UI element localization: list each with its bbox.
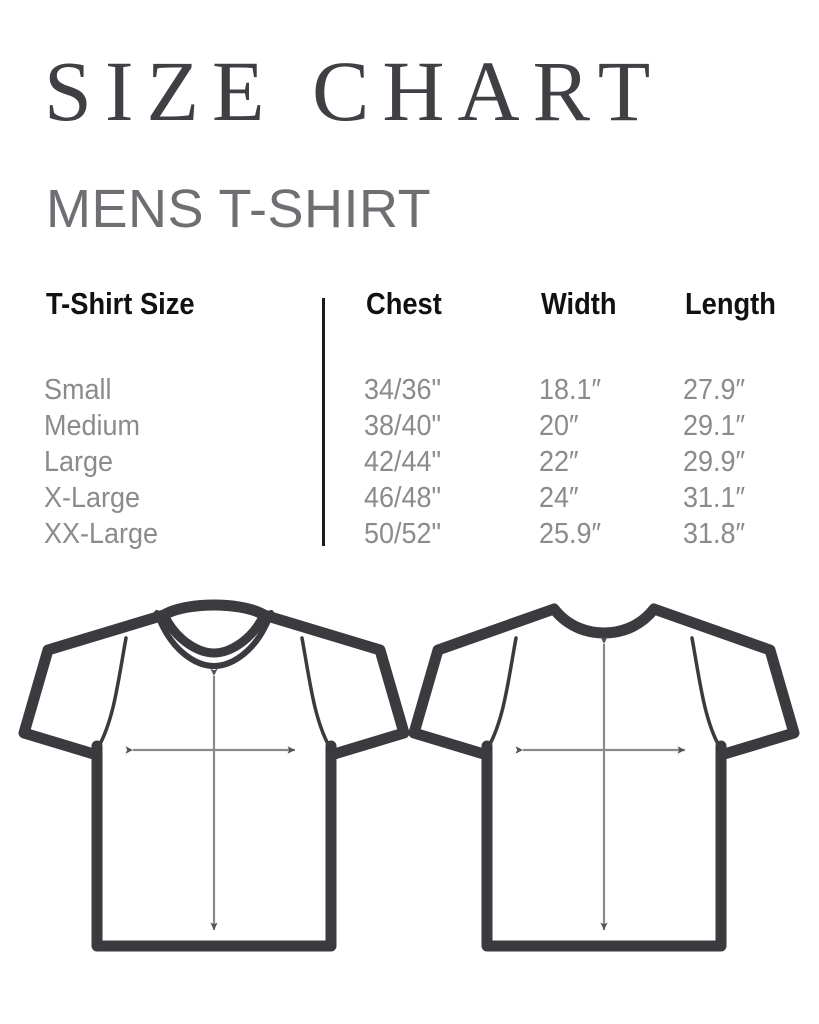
- armhole-seam-left: [487, 636, 518, 748]
- page-title: SIZE CHART: [44, 43, 664, 139]
- tshirt-back-icon: [408, 603, 800, 952]
- cell-width: 25.9″: [539, 518, 602, 550]
- cell-size: Medium: [44, 410, 140, 442]
- cell-chest: 46/48": [364, 482, 442, 514]
- table-row: Medium 38/40" 20″ 29.1″: [0, 408, 819, 444]
- table-row: X-Large 46/48" 24″ 31.1″: [0, 480, 819, 516]
- armhole-seam-left: [97, 636, 128, 748]
- tshirt-front-view: [14, 596, 414, 976]
- cell-chest: 42/44": [364, 446, 442, 478]
- tshirt-diagrams: [0, 596, 819, 976]
- page-subtitle: MENS T-SHIRT: [46, 179, 432, 239]
- table-body: Small 34/36" 18.1″ 27.9″ Medium 38/40" 2…: [0, 372, 819, 552]
- cell-length: 29.9″: [683, 446, 746, 478]
- cell-length: 27.9″: [683, 374, 746, 406]
- armhole-seam-right: [300, 636, 331, 748]
- cell-length: 31.1″: [683, 482, 746, 514]
- table-vertical-divider: [322, 298, 325, 546]
- cell-chest: 38/40": [364, 410, 442, 442]
- table-header-row: T-Shirt Size Chest Width Length: [0, 284, 819, 336]
- cell-size: Large: [44, 446, 113, 478]
- armhole-seam-right: [690, 636, 721, 748]
- table-row: Large 42/44" 22″ 29.9″: [0, 444, 819, 480]
- cell-size: X-Large: [44, 482, 140, 514]
- table-row: Small 34/36" 18.1″ 27.9″: [0, 372, 819, 408]
- column-header-width: Width: [541, 286, 617, 321]
- column-header-length: Length: [685, 286, 776, 321]
- column-header-chest: Chest: [366, 286, 442, 321]
- cell-chest: 34/36": [364, 374, 442, 406]
- tshirt-back-view: [404, 596, 804, 976]
- column-header-size: T-Shirt Size: [46, 286, 195, 321]
- cell-length: 29.1″: [683, 410, 746, 442]
- cell-chest: 50/52": [364, 518, 442, 550]
- tshirt-front-icon: [18, 599, 410, 952]
- cell-length: 31.8″: [683, 518, 746, 550]
- cell-size: Small: [44, 374, 112, 406]
- cell-width: 24″: [539, 482, 579, 514]
- cell-width: 18.1″: [539, 374, 602, 406]
- cell-size: XX-Large: [44, 518, 158, 550]
- table-row: XX-Large 50/52" 25.9″ 31.8″: [0, 516, 819, 552]
- size-table: T-Shirt Size Chest Width Length Small 34…: [0, 284, 819, 574]
- collar-inner-arc: [154, 610, 274, 670]
- cell-width: 22″: [539, 446, 579, 478]
- collar-outer-arc: [159, 610, 269, 658]
- cell-width: 20″: [539, 410, 579, 442]
